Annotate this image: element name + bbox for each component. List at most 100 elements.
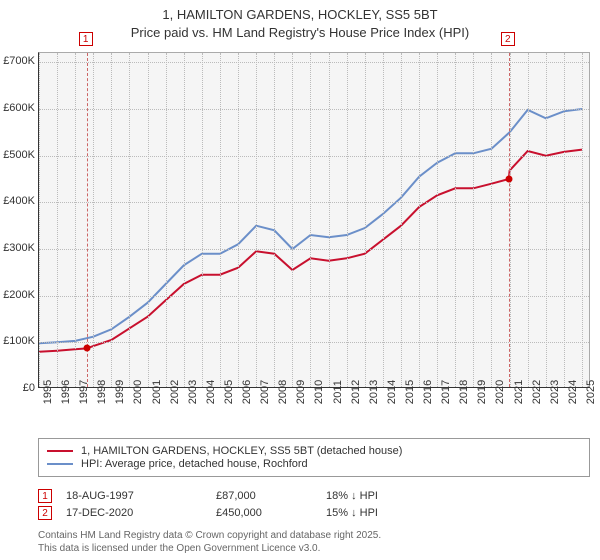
gridline-v	[166, 53, 167, 387]
gridline-h	[39, 156, 589, 157]
gridline-v	[129, 53, 130, 387]
x-axis-label: 2004	[205, 380, 217, 404]
gridline-v	[93, 53, 94, 387]
footer-line: Contains HM Land Registry data © Crown c…	[38, 530, 590, 543]
x-axis-label: 2008	[277, 380, 289, 404]
gridline-h	[39, 249, 589, 250]
legend-item: HPI: Average price, detached house, Roch…	[47, 458, 581, 470]
transaction-marker-icon: 1	[38, 489, 52, 503]
x-axis-label: 2003	[187, 380, 199, 404]
x-axis-label: 1999	[114, 380, 126, 404]
gridline-v	[455, 53, 456, 387]
x-axis-label: 2011	[332, 380, 344, 404]
gridline-v	[256, 53, 257, 387]
transaction-row: 1 18-AUG-1997 £87,000 18% ↓ HPI	[38, 489, 590, 503]
x-axis-label: 2001	[151, 380, 163, 404]
legend-item: 1, HAMILTON GARDENS, HOCKLEY, SS5 5BT (d…	[47, 445, 581, 457]
y-axis-label: £500K	[0, 149, 35, 161]
transaction-price: £450,000	[216, 507, 326, 519]
gridline-h	[39, 202, 589, 203]
footer-line: This data is licensed under the Open Gov…	[38, 543, 590, 556]
gridline-v	[111, 53, 112, 387]
gridline-v	[365, 53, 366, 387]
x-axis-label: 2010	[313, 380, 325, 404]
y-axis-label: £300K	[0, 242, 35, 254]
gridline-v	[546, 53, 547, 387]
marker-dot	[83, 345, 90, 352]
transaction-pct: 15% ↓ HPI	[326, 507, 446, 519]
gridline-v	[491, 53, 492, 387]
x-axis-label: 2023	[549, 380, 561, 404]
y-axis-label: £100K	[0, 335, 35, 347]
gridline-v	[564, 53, 565, 387]
gridline-v	[473, 53, 474, 387]
gridline-v	[220, 53, 221, 387]
gridline-v	[401, 53, 402, 387]
transaction-pct: 18% ↓ HPI	[326, 490, 446, 502]
transaction-date: 17-DEC-2020	[66, 507, 216, 519]
y-axis-label: £600K	[0, 102, 35, 114]
chart-legend: 1, HAMILTON GARDENS, HOCKLEY, SS5 5BT (d…	[38, 438, 590, 477]
y-axis-label: £0	[0, 382, 35, 394]
gridline-v	[75, 53, 76, 387]
gridline-v	[184, 53, 185, 387]
x-axis-label: 2013	[368, 380, 380, 404]
x-axis-label: 2018	[458, 380, 470, 404]
x-axis-label: 2024	[567, 380, 579, 404]
gridline-v	[383, 53, 384, 387]
x-axis-label: 2021	[513, 380, 525, 404]
x-axis-label: 2002	[169, 380, 181, 404]
marker-dot	[505, 176, 512, 183]
x-axis-label: 2016	[422, 380, 434, 404]
x-axis-label: 2012	[350, 380, 362, 404]
title-line-1: 1, HAMILTON GARDENS, HOCKLEY, SS5 5BT	[0, 6, 600, 24]
legend-label: 1, HAMILTON GARDENS, HOCKLEY, SS5 5BT (d…	[81, 445, 402, 457]
x-axis-label: 2009	[295, 380, 307, 404]
transaction-date: 18-AUG-1997	[66, 490, 216, 502]
transaction-price: £87,000	[216, 490, 326, 502]
marker-vline	[87, 53, 88, 387]
gridline-v	[310, 53, 311, 387]
x-axis-label: 2020	[494, 380, 506, 404]
footer-attribution: Contains HM Land Registry data © Crown c…	[38, 530, 590, 555]
gridline-v	[419, 53, 420, 387]
transaction-marker-icon: 2	[38, 506, 52, 520]
x-axis-label: 1996	[60, 380, 72, 404]
gridline-v	[148, 53, 149, 387]
gridline-v	[437, 53, 438, 387]
chart-plot-area	[38, 52, 590, 388]
marker-box: 2	[501, 32, 515, 46]
y-axis-label: £400K	[0, 195, 35, 207]
x-axis-label: 2025	[585, 380, 597, 404]
marker-box: 1	[79, 32, 93, 46]
y-axis-label: £700K	[0, 55, 35, 67]
marker-vline	[509, 53, 510, 387]
gridline-v	[238, 53, 239, 387]
gridline-v	[347, 53, 348, 387]
x-axis-label: 1998	[96, 380, 108, 404]
x-axis-label: 2006	[241, 380, 253, 404]
gridline-h	[39, 62, 589, 63]
legend-swatch	[47, 463, 73, 465]
x-axis-label: 2015	[404, 380, 416, 404]
transaction-table: 1 18-AUG-1997 £87,000 18% ↓ HPI 2 17-DEC…	[38, 486, 590, 523]
gridline-v	[274, 53, 275, 387]
legend-swatch	[47, 450, 73, 452]
y-axis-label: £200K	[0, 289, 35, 301]
gridline-v	[292, 53, 293, 387]
gridline-v	[528, 53, 529, 387]
x-axis-label: 1995	[42, 380, 54, 404]
x-axis-label: 2007	[259, 380, 271, 404]
x-axis-label: 2017	[440, 380, 452, 404]
gridline-h	[39, 342, 589, 343]
gridline-v	[329, 53, 330, 387]
x-axis-label: 2014	[386, 380, 398, 404]
gridline-v	[57, 53, 58, 387]
x-axis-label: 2005	[223, 380, 235, 404]
gridline-v	[582, 53, 583, 387]
gridline-h	[39, 109, 589, 110]
x-axis-label: 2022	[531, 380, 543, 404]
legend-label: HPI: Average price, detached house, Roch…	[81, 458, 308, 470]
gridline-v	[202, 53, 203, 387]
transaction-row: 2 17-DEC-2020 £450,000 15% ↓ HPI	[38, 506, 590, 520]
